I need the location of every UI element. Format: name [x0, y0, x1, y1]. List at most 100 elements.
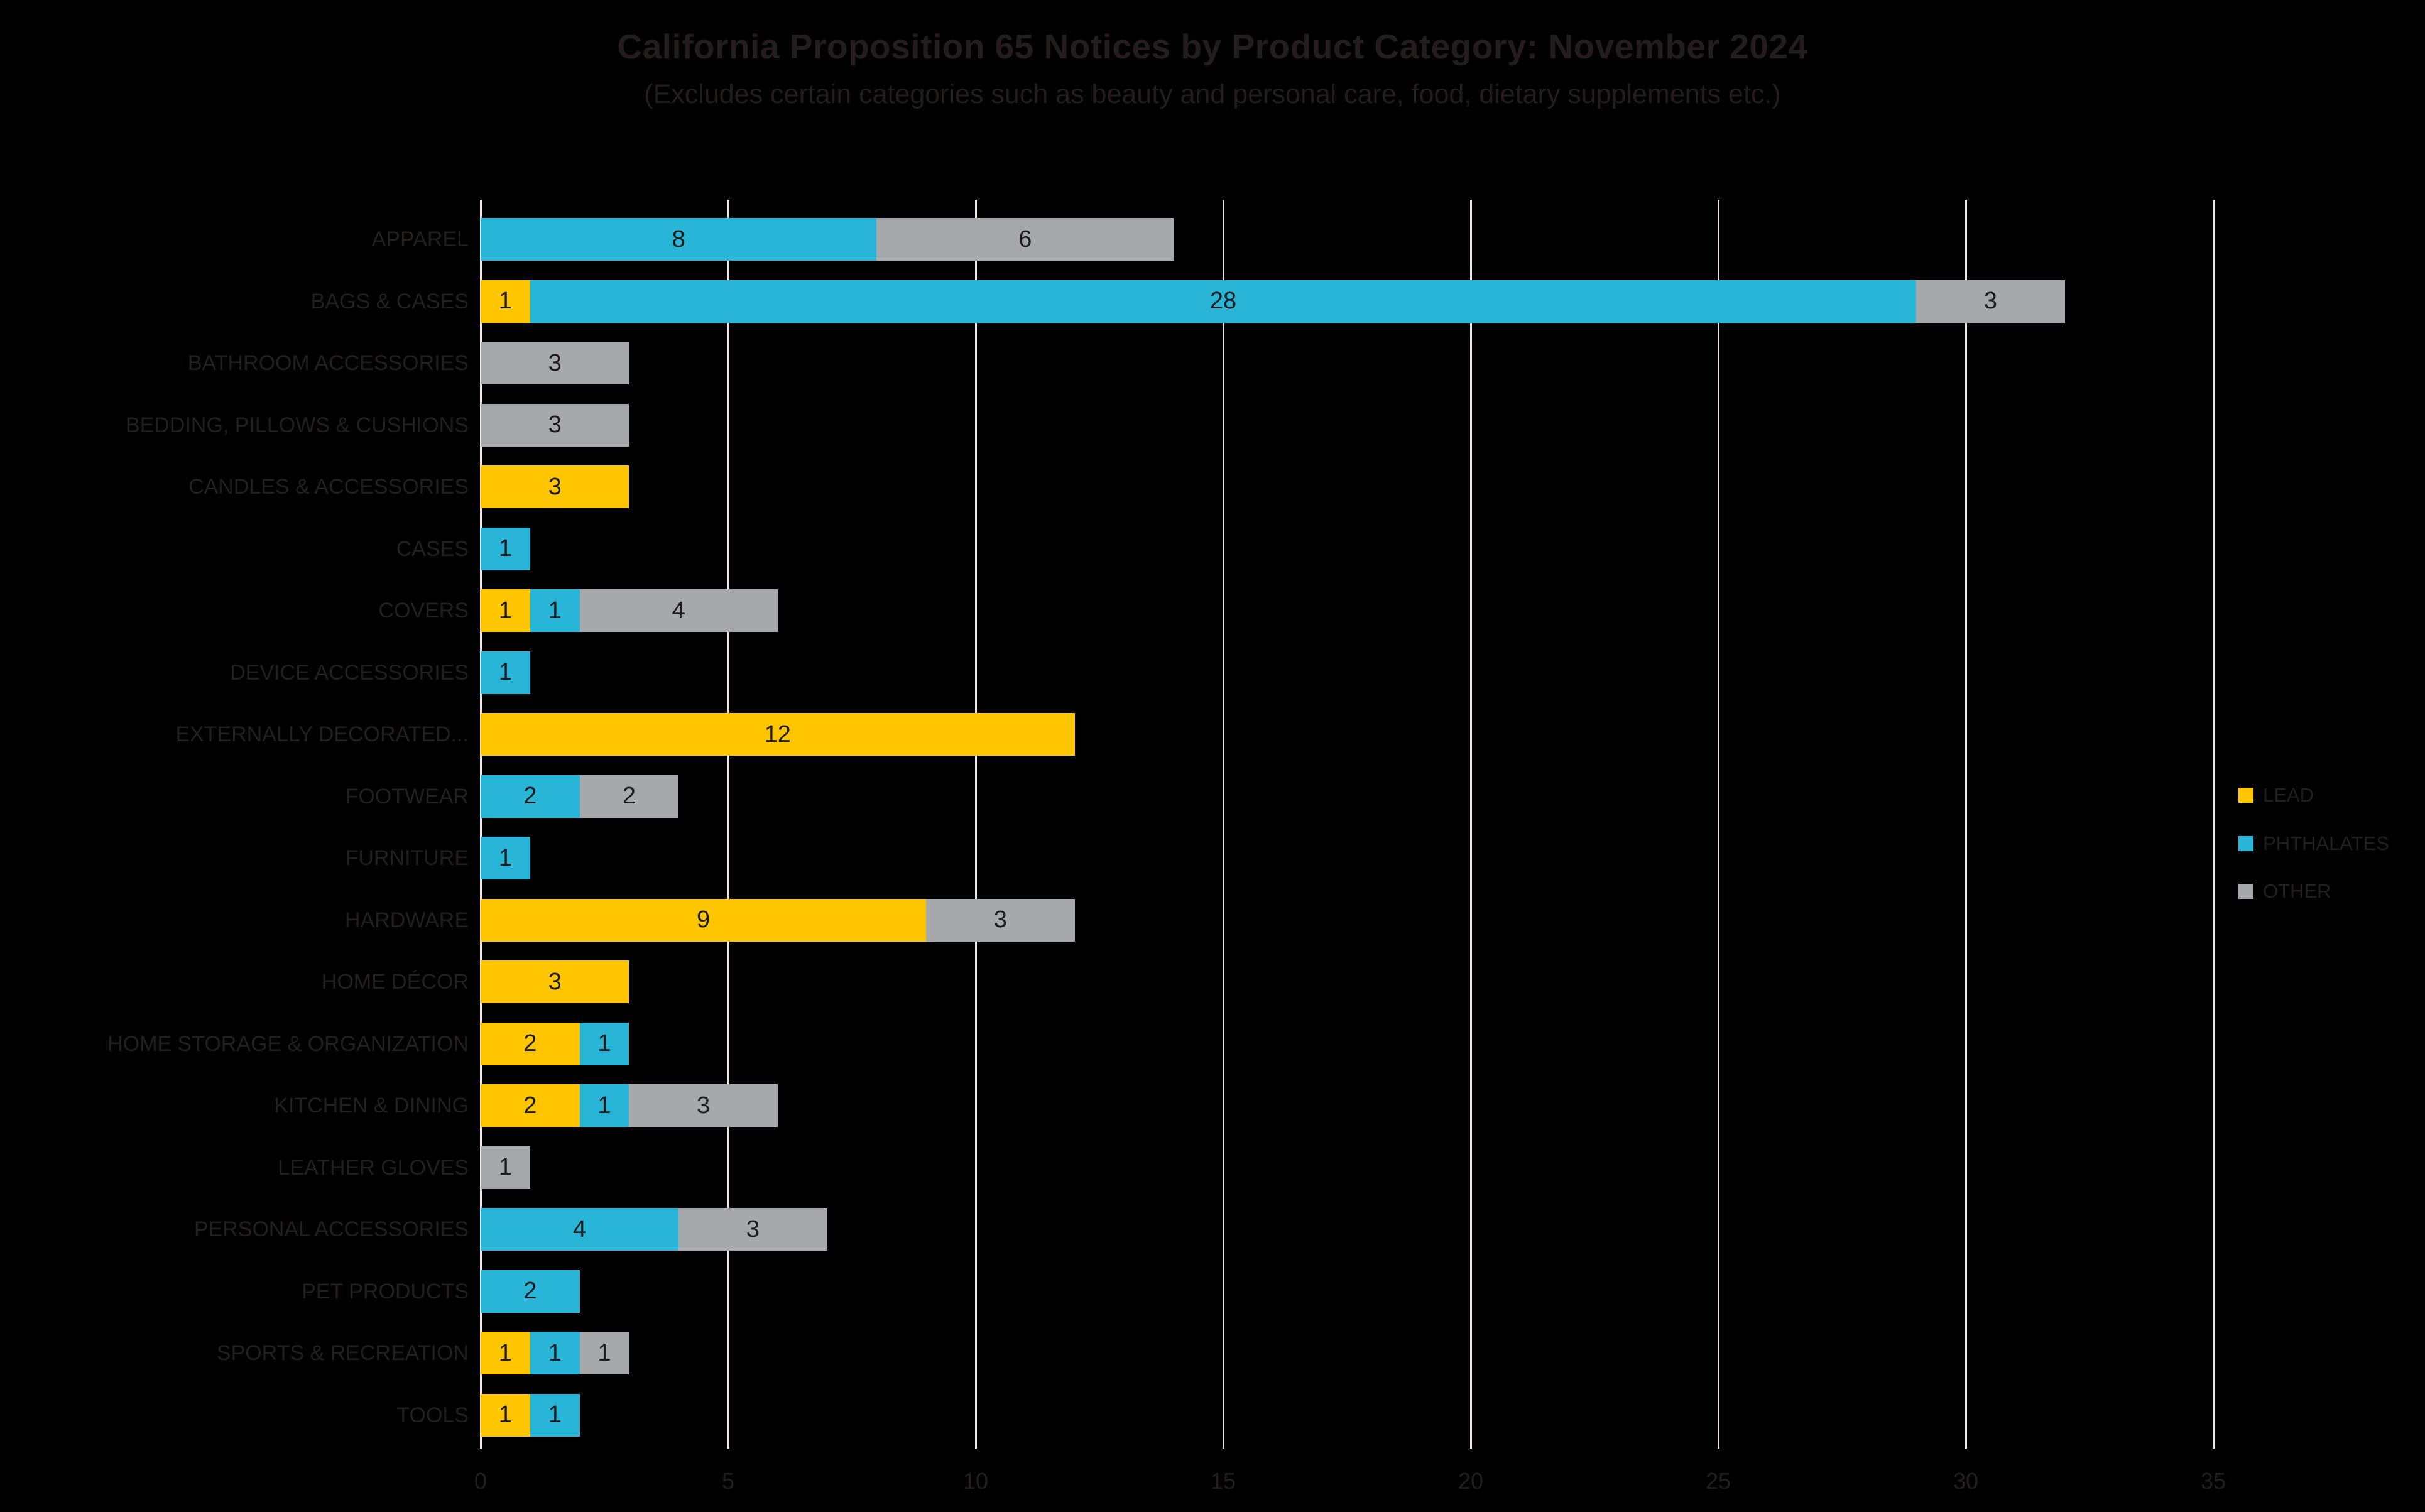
- bar-value-label: 3: [548, 473, 562, 500]
- bar-value-label: 3: [993, 906, 1007, 933]
- bar-value-label: 8: [672, 226, 685, 253]
- category-label: COVERS: [378, 599, 469, 623]
- bar-segment-other: 1: [481, 1146, 530, 1189]
- bar-value-label: 2: [622, 783, 636, 810]
- bar-value-label: 1: [597, 1030, 611, 1057]
- bar-value-label: 9: [697, 906, 711, 933]
- bar-value-label: 3: [1983, 288, 1997, 315]
- chart-title: California Proposition 65 Notices by Pro…: [617, 27, 1808, 66]
- bar-value-label: 3: [548, 411, 562, 438]
- gridline: [2212, 200, 2215, 1449]
- bar-segment-other: 3: [481, 342, 629, 385]
- category-label: PET PRODUCTS: [302, 1279, 469, 1303]
- bar-value-label: 1: [498, 1154, 512, 1181]
- category-label: BEDDING, PILLOWS & CUSHIONS: [126, 413, 469, 437]
- x-tick-label: 35: [2200, 1468, 2226, 1494]
- bar-value-label: 3: [697, 1092, 711, 1119]
- bar-value-label: 3: [548, 349, 562, 376]
- gridline: [479, 200, 482, 1449]
- category-label: LEATHER GLOVES: [278, 1155, 469, 1180]
- bar-segment-other: 3: [678, 1208, 827, 1251]
- gridline: [1469, 200, 1472, 1449]
- bar-value-label: 1: [498, 659, 512, 686]
- x-tick-label: 20: [1458, 1468, 1484, 1494]
- bar-segment-phthalates: 1: [481, 837, 530, 880]
- bar-segment-phthalates: 1: [579, 1022, 629, 1065]
- bar-segment-other: 4: [579, 589, 778, 633]
- bar-segment-lead: 12: [481, 713, 1075, 756]
- category-label: CASES: [396, 536, 469, 561]
- bar-value-label: 1: [498, 1401, 512, 1428]
- bar-value-label: 6: [1018, 226, 1032, 253]
- bar-segment-other: 3: [1916, 280, 2065, 323]
- bar-segment-phthalates: 1: [530, 1393, 580, 1437]
- bar-value-label: 4: [573, 1216, 587, 1243]
- bar-segment-phthalates: 1: [530, 1332, 580, 1375]
- category-label: SPORTS & RECREATION: [216, 1341, 469, 1366]
- category-label: CANDLES & ACCESSORIES: [188, 475, 469, 499]
- bar-segment-phthalates: 1: [530, 589, 580, 633]
- bar-value-label: 12: [764, 721, 791, 748]
- bar-value-label: 1: [498, 535, 512, 562]
- bar-value-label: 1: [498, 597, 512, 624]
- category-label: BATHROOM ACCESSORIES: [187, 351, 469, 376]
- bar-value-label: 1: [548, 597, 562, 624]
- bar-value-label: 2: [523, 783, 537, 810]
- bar-segment-other: 2: [579, 775, 679, 818]
- bar-value-label: 1: [597, 1092, 611, 1119]
- bar-value-label: 2: [523, 1030, 537, 1057]
- gridline: [1222, 200, 1224, 1449]
- category-label: HOME STORAGE & ORGANIZATION: [107, 1031, 469, 1056]
- bar-segment-lead: 3: [481, 960, 629, 1004]
- bar-segment-other: 6: [876, 218, 1174, 261]
- x-tick-label: 5: [721, 1468, 735, 1494]
- legend-swatch-lead: [2238, 788, 2253, 803]
- bar-segment-other: 3: [926, 898, 1075, 942]
- category-label: BAGS & CASES: [310, 289, 469, 313]
- bar-segment-other: 1: [579, 1332, 629, 1375]
- gridline: [1965, 200, 1967, 1449]
- bar-value-label: 3: [548, 968, 562, 995]
- bar-segment-lead: 1: [481, 589, 530, 633]
- bar-value-label: 4: [672, 597, 685, 624]
- category-label: FURNITURE: [345, 846, 469, 871]
- legend-swatch-other: [2238, 884, 2253, 899]
- category-label: KITCHEN & DINING: [274, 1094, 469, 1118]
- bar-segment-lead: 1: [481, 280, 530, 323]
- bar-value-label: 1: [597, 1339, 611, 1366]
- legend-label-lead: LEAD: [2263, 784, 2314, 806]
- bar-segment-other: 3: [481, 403, 629, 447]
- x-tick-label: 0: [474, 1468, 488, 1494]
- legend-swatch-phthalates: [2238, 836, 2253, 851]
- legend-label-phthalates: PHTHALATES: [2263, 832, 2389, 854]
- bar-value-label: 1: [548, 1339, 562, 1366]
- bar-value-label: 3: [746, 1216, 760, 1243]
- bar-value-label: 1: [498, 288, 512, 315]
- x-tick-label: 10: [962, 1468, 989, 1494]
- category-label: TOOLS: [396, 1403, 469, 1427]
- bar-value-label: 1: [548, 1401, 562, 1428]
- category-label: DEVICE ACCESSORIES: [230, 660, 469, 685]
- bar-segment-lead: 9: [481, 898, 927, 942]
- bar-segment-phthalates: 2: [481, 775, 580, 818]
- x-tick-label: 30: [1953, 1468, 1979, 1494]
- legend-label-other: OTHER: [2263, 880, 2331, 902]
- bar-value-label: 28: [1209, 288, 1237, 315]
- bar-segment-phthalates: 2: [481, 1270, 580, 1313]
- bar-segment-lead: 1: [481, 1393, 530, 1437]
- bar-value-label: 2: [523, 1092, 537, 1119]
- category-label: FOOTWEAR: [345, 784, 469, 808]
- bar-segment-phthalates: 28: [530, 280, 1917, 323]
- bar-segment-lead: 3: [481, 465, 629, 509]
- bar-value-label: 2: [523, 1278, 537, 1305]
- chart-subtitle: (Excludes certain categories such as bea…: [644, 79, 1781, 109]
- x-tick-label: 25: [1705, 1468, 1731, 1494]
- bar-segment-phthalates: 1: [481, 527, 530, 570]
- bar-value-label: 1: [498, 1339, 512, 1366]
- category-label: HARDWARE: [344, 908, 469, 932]
- bar-segment-lead: 2: [481, 1022, 580, 1065]
- category-label: PERSONAL ACCESSORIES: [193, 1217, 469, 1242]
- category-label: EXTERNALLY DECORATED...: [175, 722, 469, 747]
- bar-segment-lead: 1: [481, 1332, 530, 1375]
